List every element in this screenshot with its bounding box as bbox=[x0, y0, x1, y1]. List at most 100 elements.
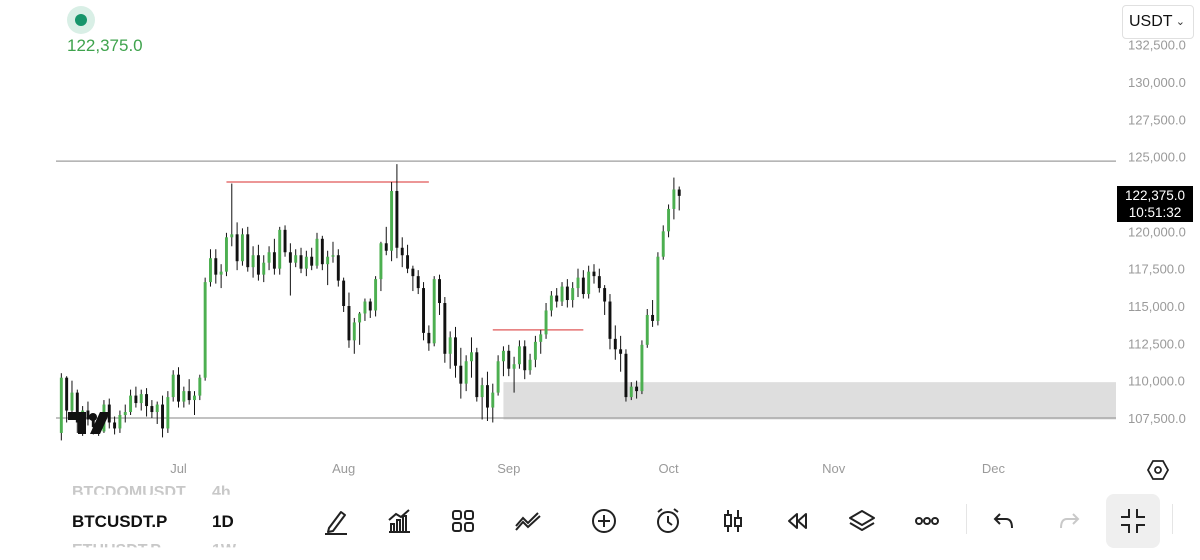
candle bbox=[75, 389, 79, 433]
candle bbox=[230, 183, 234, 247]
candle bbox=[65, 376, 69, 423]
candle bbox=[278, 226, 282, 275]
candle-body bbox=[251, 255, 255, 268]
candle-body bbox=[161, 404, 164, 429]
candle-body bbox=[656, 256, 660, 321]
support-zone-rect bbox=[503, 382, 1116, 420]
candle-body bbox=[555, 295, 559, 302]
chart-settings-button[interactable] bbox=[1146, 458, 1170, 482]
y-tick-label: 130,000.0 bbox=[1128, 75, 1186, 90]
candle bbox=[629, 382, 633, 401]
candle-body bbox=[587, 271, 591, 295]
candle bbox=[576, 268, 580, 298]
timeframe-current[interactable]: 1D bbox=[212, 512, 234, 531]
candle bbox=[129, 389, 133, 416]
candle bbox=[299, 247, 303, 274]
candle bbox=[635, 380, 639, 399]
chevron-down-icon: ⌄ bbox=[1175, 16, 1185, 28]
candle bbox=[224, 232, 228, 277]
candle bbox=[528, 353, 532, 375]
toolbar-divider bbox=[966, 504, 967, 534]
live-indicator bbox=[67, 6, 95, 34]
draw-button[interactable] bbox=[319, 504, 353, 538]
indicators-button[interactable] bbox=[382, 504, 416, 538]
candle bbox=[656, 252, 660, 326]
fullscreen-exit-button[interactable] bbox=[1106, 494, 1160, 548]
candle-body bbox=[145, 394, 149, 407]
add-button[interactable] bbox=[587, 504, 621, 538]
timeframe-above[interactable]: 4h bbox=[212, 484, 231, 501]
candle-body bbox=[59, 377, 63, 433]
symbol-below[interactable]: ETHUSDT.P bbox=[72, 542, 161, 559]
candle-body bbox=[75, 392, 79, 423]
settings-hexagon-icon bbox=[1146, 460, 1170, 480]
candlestick-chart[interactable]: 132,500.0 130,000.0 127,500.0 125,000.0 122,… bbox=[0, 0, 1200, 490]
candle bbox=[288, 243, 292, 296]
candle bbox=[161, 395, 164, 438]
timeframe-below[interactable]: 1W bbox=[212, 542, 236, 559]
candle bbox=[416, 270, 420, 295]
candle-body bbox=[267, 252, 271, 263]
candle bbox=[374, 276, 378, 317]
candle-body bbox=[272, 252, 276, 269]
candle-body bbox=[288, 252, 292, 263]
candle-body bbox=[326, 256, 330, 265]
candle-body bbox=[427, 332, 431, 344]
more-button[interactable] bbox=[910, 504, 944, 538]
layers-icon bbox=[849, 510, 875, 531]
candles-button[interactable] bbox=[716, 504, 750, 538]
candle-body bbox=[310, 256, 314, 266]
candle bbox=[539, 329, 543, 354]
symbol-current[interactable]: BTCUSDT.P bbox=[72, 512, 168, 531]
candle bbox=[565, 279, 569, 308]
candle bbox=[448, 331, 452, 369]
candle-body bbox=[177, 374, 180, 402]
replay-button[interactable] bbox=[780, 504, 814, 538]
candle bbox=[347, 292, 351, 348]
candle bbox=[352, 317, 356, 354]
bar-countdown: 10:51:32 bbox=[1128, 205, 1182, 220]
candle-body bbox=[677, 189, 681, 196]
candle-body bbox=[209, 258, 212, 283]
layers-button[interactable] bbox=[845, 504, 879, 538]
candle-body bbox=[624, 353, 628, 398]
y-tick-label: 117,500.0 bbox=[1128, 262, 1185, 277]
currency-select[interactable]: USDT ⌄ bbox=[1122, 5, 1194, 39]
candle-body bbox=[118, 415, 122, 429]
candle bbox=[501, 346, 505, 377]
candle bbox=[411, 265, 415, 292]
candle-body bbox=[262, 262, 266, 275]
candle-body bbox=[416, 276, 420, 289]
candle bbox=[422, 282, 426, 341]
redo-button[interactable] bbox=[1052, 504, 1086, 538]
candle-body bbox=[565, 286, 569, 301]
alert-button[interactable] bbox=[651, 504, 685, 538]
symbol-above[interactable]: BTCDOMUSDT bbox=[72, 484, 186, 501]
alert-clock-icon bbox=[657, 508, 679, 533]
candle-body bbox=[411, 268, 415, 277]
candle bbox=[240, 228, 244, 266]
chart-type-icon bbox=[515, 512, 541, 531]
candle-body bbox=[501, 350, 505, 362]
candle bbox=[267, 246, 271, 271]
currency-value: USDT bbox=[1129, 13, 1173, 30]
candle bbox=[310, 247, 314, 271]
candle-body bbox=[528, 359, 532, 371]
candle bbox=[603, 285, 607, 315]
candle bbox=[667, 204, 671, 238]
candle-body bbox=[113, 422, 117, 429]
candle-body bbox=[91, 419, 95, 427]
candle bbox=[475, 347, 479, 402]
candle-body bbox=[70, 392, 74, 411]
chart-type-button[interactable] bbox=[511, 504, 545, 538]
candle-body bbox=[597, 276, 601, 289]
candle bbox=[533, 335, 537, 368]
undo-button[interactable] bbox=[987, 504, 1021, 538]
candle-body bbox=[661, 231, 665, 257]
candle bbox=[155, 401, 159, 424]
layouts-button[interactable] bbox=[446, 504, 480, 538]
candle bbox=[182, 386, 186, 408]
candle-body bbox=[645, 314, 649, 345]
candle-body bbox=[235, 234, 239, 262]
candle bbox=[358, 311, 362, 345]
